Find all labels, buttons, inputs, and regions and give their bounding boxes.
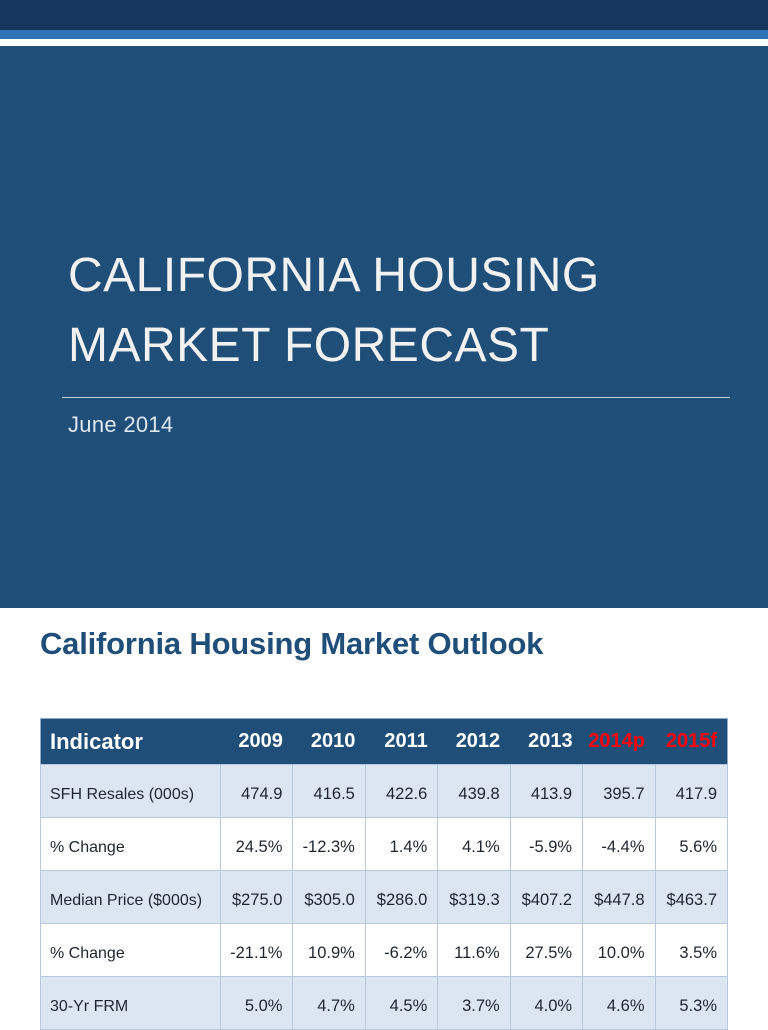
outlook-table: Indicator 2009 2010 2011 2012 2013 2014p 2015f … (40, 718, 729, 1030)
table-cell: 5.0% (219, 976, 294, 1030)
table-cell: -12.3% (292, 817, 366, 871)
table-cell: 4.5% (364, 976, 439, 1030)
table-cell: $275.0 (219, 870, 294, 924)
table-header: Indicator 2009 2010 2011 2012 2013 2014p 2015f (40, 718, 728, 765)
accent-stripe (0, 30, 768, 39)
column-header-2014p: 2014p (582, 718, 656, 765)
row-label: SFH Resales (000s) (40, 764, 221, 818)
table-header-row: Indicator 2009 2010 2011 2012 2013 2014p 2015f (40, 718, 728, 765)
table-cell: 422.6 (364, 764, 439, 818)
table-row: SFH Resales (000s) 474.9 416.5 422.6 439.8 41… (40, 764, 729, 818)
table-row: % Change 24.5% -12.3% 1.4% 4.1% -5.9% -4.4% 5.6… (40, 817, 729, 871)
slide-title-line2: MARKET FORECAST (68, 319, 550, 372)
table-cell: 3.5% (654, 923, 729, 977)
table-row: 30-Yr FRM 5.0% 4.7% 4.5% 3.7% 4.0% 4.6% 5.3% (40, 976, 729, 1030)
table-cell: 3.7% (437, 976, 511, 1030)
content-section: California Housing Market Outlook Indica… (0, 626, 768, 1030)
table-cell: $286.0 (364, 870, 439, 924)
row-label: 30-Yr FRM (40, 976, 221, 1030)
slide-subtitle: June 2014 (68, 412, 174, 437)
table-cell: 413.9 (509, 764, 584, 818)
column-header-2013: 2013 (510, 718, 583, 765)
table-cell: -21.1% (219, 923, 294, 977)
column-header-2015f: 2015f (655, 718, 728, 765)
table-cell: 24.5% (219, 817, 294, 871)
table-cell: 416.5 (292, 764, 366, 818)
title-slide: CALIFORNIA HOUSING MARKET FORECAST June 2… (0, 46, 768, 608)
table-cell: 4.7% (292, 976, 366, 1030)
table-cell: 4.6% (582, 976, 656, 1030)
table-cell: 439.8 (437, 764, 511, 818)
table-cell: $463.7 (654, 870, 729, 924)
section-heading: California Housing Market Outlook (40, 626, 544, 661)
column-header-2011: 2011 (365, 718, 438, 765)
table-cell: $305.0 (292, 870, 366, 924)
title-divider (62, 397, 730, 398)
table-cell: 5.6% (654, 817, 729, 871)
column-header-2009: 2009 (220, 718, 293, 765)
table-cell: 27.5% (509, 923, 584, 977)
row-label: % Change (40, 817, 221, 871)
table-cell: 395.7 (582, 764, 656, 818)
table-cell: $407.2 (509, 870, 584, 924)
table-cell: 4.0% (509, 976, 584, 1030)
table-body: SFH Resales (000s) 474.9 416.5 422.6 439.8 41… (40, 764, 729, 1030)
table-cell: 10.0% (582, 923, 656, 977)
table-cell: -6.2% (364, 923, 439, 977)
column-header-indicator: Indicator (40, 718, 221, 765)
row-label: Median Price ($000s) (40, 870, 221, 924)
table-cell: 11.6% (437, 923, 511, 977)
table-cell: 1.4% (364, 817, 439, 871)
page-gap (0, 39, 768, 46)
row-label: % Change (40, 923, 221, 977)
table-cell: 417.9 (654, 764, 729, 818)
top-bar (0, 0, 768, 30)
slide-title-line1: CALIFORNIA HOUSING (68, 249, 600, 302)
table-cell: 474.9 (219, 764, 294, 818)
table-cell: -4.4% (582, 817, 656, 871)
table-cell: $447.8 (582, 870, 656, 924)
slide-title: CALIFORNIA HOUSING MARKET FORECAST (68, 241, 728, 381)
table-cell: 5.3% (654, 976, 729, 1030)
column-header-2012: 2012 (437, 718, 511, 765)
table-cell: -5.9% (509, 817, 584, 871)
table-row: Median Price ($000s) $275.0 $305.0 $286.0 $3… (40, 870, 729, 924)
table-row: % Change -21.1% 10.9% -6.2% 11.6% 27.5% 10.0% 3… (40, 923, 729, 977)
table-cell: 10.9% (292, 923, 366, 977)
column-header-2010: 2010 (292, 718, 366, 765)
table-cell: 4.1% (437, 817, 511, 871)
table-cell: $319.3 (437, 870, 511, 924)
